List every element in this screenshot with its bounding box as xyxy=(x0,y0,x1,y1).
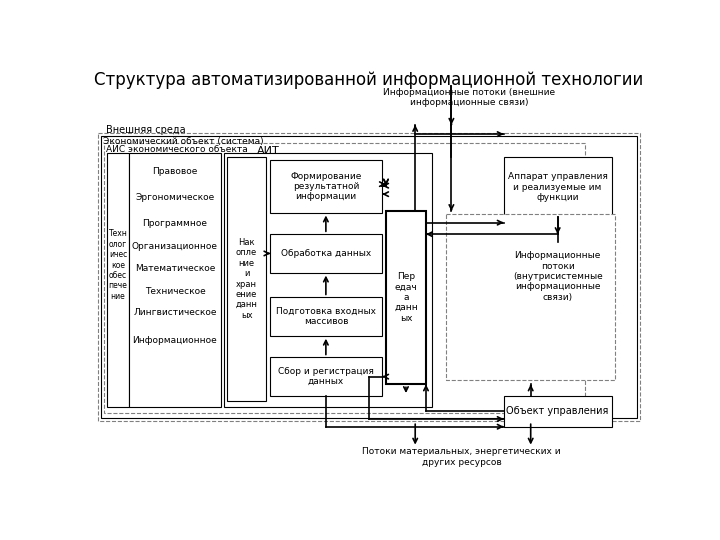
Text: Нак
опле
ние
и
хран
ение
данн
ых: Нак опле ние и хран ение данн ых xyxy=(235,238,258,320)
Text: Формирование
результатной
информации: Формирование результатной информации xyxy=(290,172,361,201)
Text: Лингвистическое: Лингвистическое xyxy=(133,308,217,317)
Text: Внешняя среда: Внешняя среда xyxy=(106,125,185,135)
Text: Информационные
потоки
(внутрисистемные
информационные
связи): Информационные потоки (внутрисистемные и… xyxy=(513,251,603,302)
Text: Информационное: Информационное xyxy=(132,336,217,345)
Bar xyxy=(271,357,382,396)
Bar xyxy=(104,143,585,413)
Bar xyxy=(271,298,382,336)
Bar xyxy=(101,136,637,418)
Text: Структура автоматизированной информационной технологии: Структура автоматизированной информацион… xyxy=(94,71,644,89)
Text: Пер
едач
а
данн
ых: Пер едач а данн ых xyxy=(394,272,418,322)
Text: Правовое: Правовое xyxy=(152,166,198,176)
Text: АИС экономического объекта: АИС экономического объекта xyxy=(106,145,248,154)
Text: Программное: Программное xyxy=(143,219,207,228)
Bar xyxy=(224,153,432,407)
Text: Техн
олог
ичес
кое
обес
пече
ние: Техн олог ичес кое обес пече ние xyxy=(109,230,127,301)
Text: Техническое: Техническое xyxy=(145,287,205,296)
Bar xyxy=(228,157,266,401)
Text: Аппарат управления
и реализуемые им
функции: Аппарат управления и реализуемые им функ… xyxy=(508,172,608,202)
Text: Объект управления: Объект управления xyxy=(506,406,609,416)
Text: Потоки материальных, энергетических и
других ресурсов: Потоки материальных, энергетических и др… xyxy=(362,448,561,467)
Bar xyxy=(129,153,221,407)
Text: Экономический объект (система): Экономический объект (система) xyxy=(102,137,264,146)
Text: Организационное: Организационное xyxy=(132,242,218,251)
Bar xyxy=(386,211,426,384)
Text: Сбор и регистрация
данных: Сбор и регистрация данных xyxy=(278,367,374,386)
Bar xyxy=(446,214,616,380)
Text: Обработка данных: Обработка данных xyxy=(281,249,371,258)
Bar xyxy=(98,132,640,421)
Bar xyxy=(271,160,382,213)
Text: Информационные потоки (внешние
информационные связи): Информационные потоки (внешние информаци… xyxy=(383,88,555,107)
Text: Эргономическое: Эргономическое xyxy=(135,193,215,202)
Bar xyxy=(504,396,611,427)
Bar xyxy=(504,157,611,217)
Bar xyxy=(271,234,382,273)
Bar xyxy=(107,153,129,407)
Text: Подготовка входных
массивов: Подготовка входных массивов xyxy=(276,307,376,326)
Text: АИТ: АИТ xyxy=(257,146,280,157)
Text: Математическое: Математическое xyxy=(135,264,215,273)
